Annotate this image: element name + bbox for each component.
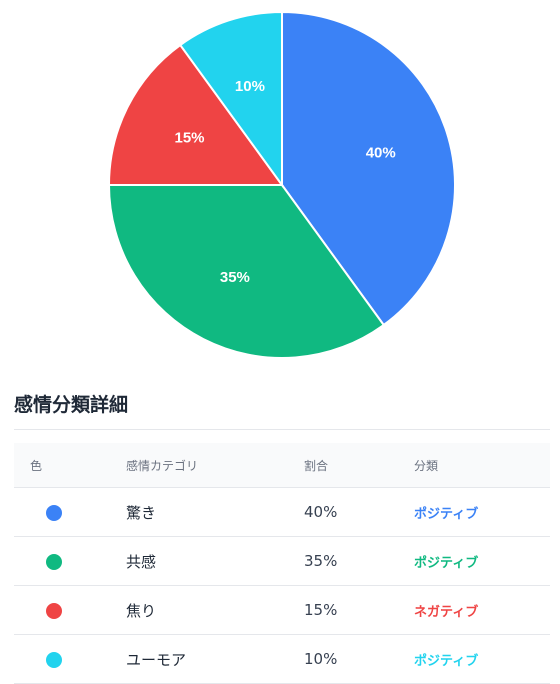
ratio-cell: 15% — [304, 585, 414, 635]
ratio-cell: 40% — [304, 487, 414, 537]
table-row: 驚き 40% ポジティブ — [14, 487, 550, 537]
color-dot — [46, 651, 62, 668]
slice-label: 15% — [174, 129, 204, 146]
table-row: 焦り 15% ネガティブ — [14, 585, 550, 635]
header-classification: 分類 — [414, 443, 550, 488]
emotion-pie-chart: 40% 35% 15% 10% — [107, 10, 456, 359]
emotion-detail-section: 感情分類詳細 色 感情カテゴリ 割合 分類 驚き 40% ポジティブ 共感 35… — [14, 390, 550, 684]
classification-cell: ポジティブ — [414, 536, 550, 586]
category-cell: 共感 — [126, 536, 304, 586]
category-cell: 驚き — [126, 487, 304, 537]
header-color: 色 — [14, 443, 126, 488]
slice-label: 40% — [366, 144, 396, 161]
header-category: 感情カテゴリ — [126, 443, 304, 488]
header-ratio: 割合 — [304, 443, 414, 488]
ratio-cell: 35% — [304, 536, 414, 586]
pie-slice — [178, 10, 283, 189]
pie-slice — [281, 10, 456, 327]
color-dot — [46, 602, 62, 619]
category-cell: ユーモア — [126, 634, 304, 684]
table-header-row: 色 感情カテゴリ 割合 分類 — [14, 443, 550, 488]
color-dot — [46, 504, 62, 521]
pie-slice — [107, 43, 284, 186]
pie-slice — [107, 184, 386, 359]
classification-cell: ポジティブ — [414, 634, 550, 684]
ratio-cell: 10% — [304, 634, 414, 684]
table-row: 共感 35% ポジティブ — [14, 536, 550, 586]
classification-cell: ポジティブ — [414, 487, 550, 537]
color-dot — [46, 553, 62, 570]
detail-title: 感情分類詳細 — [14, 390, 550, 430]
slice-label: 35% — [220, 269, 250, 286]
category-cell: 焦り — [126, 585, 304, 635]
slice-label: 10% — [235, 78, 265, 95]
table-row: ユーモア 10% ポジティブ — [14, 634, 550, 684]
classification-cell: ネガティブ — [414, 585, 550, 635]
emotion-detail-table: 色 感情カテゴリ 割合 分類 驚き 40% ポジティブ 共感 35% ポジティブ — [14, 443, 550, 684]
pie-chart-svg: 40% 35% 15% 10% — [107, 10, 456, 359]
